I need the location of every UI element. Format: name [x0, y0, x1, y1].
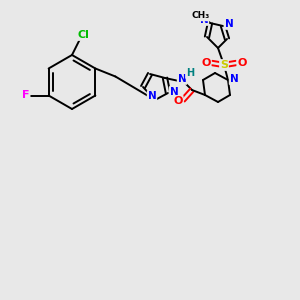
- Text: CH₃: CH₃: [192, 11, 210, 20]
- Text: S: S: [220, 60, 228, 70]
- Text: N: N: [178, 74, 186, 84]
- Text: N: N: [169, 87, 178, 97]
- Text: N: N: [200, 15, 208, 25]
- Text: O: O: [201, 58, 211, 68]
- Text: N: N: [230, 74, 238, 84]
- Text: Cl: Cl: [77, 30, 89, 40]
- Text: F: F: [22, 91, 29, 100]
- Text: N: N: [225, 19, 233, 29]
- Text: O: O: [237, 58, 247, 68]
- Text: H: H: [186, 68, 194, 78]
- Text: O: O: [173, 96, 183, 106]
- Text: N: N: [148, 91, 156, 101]
